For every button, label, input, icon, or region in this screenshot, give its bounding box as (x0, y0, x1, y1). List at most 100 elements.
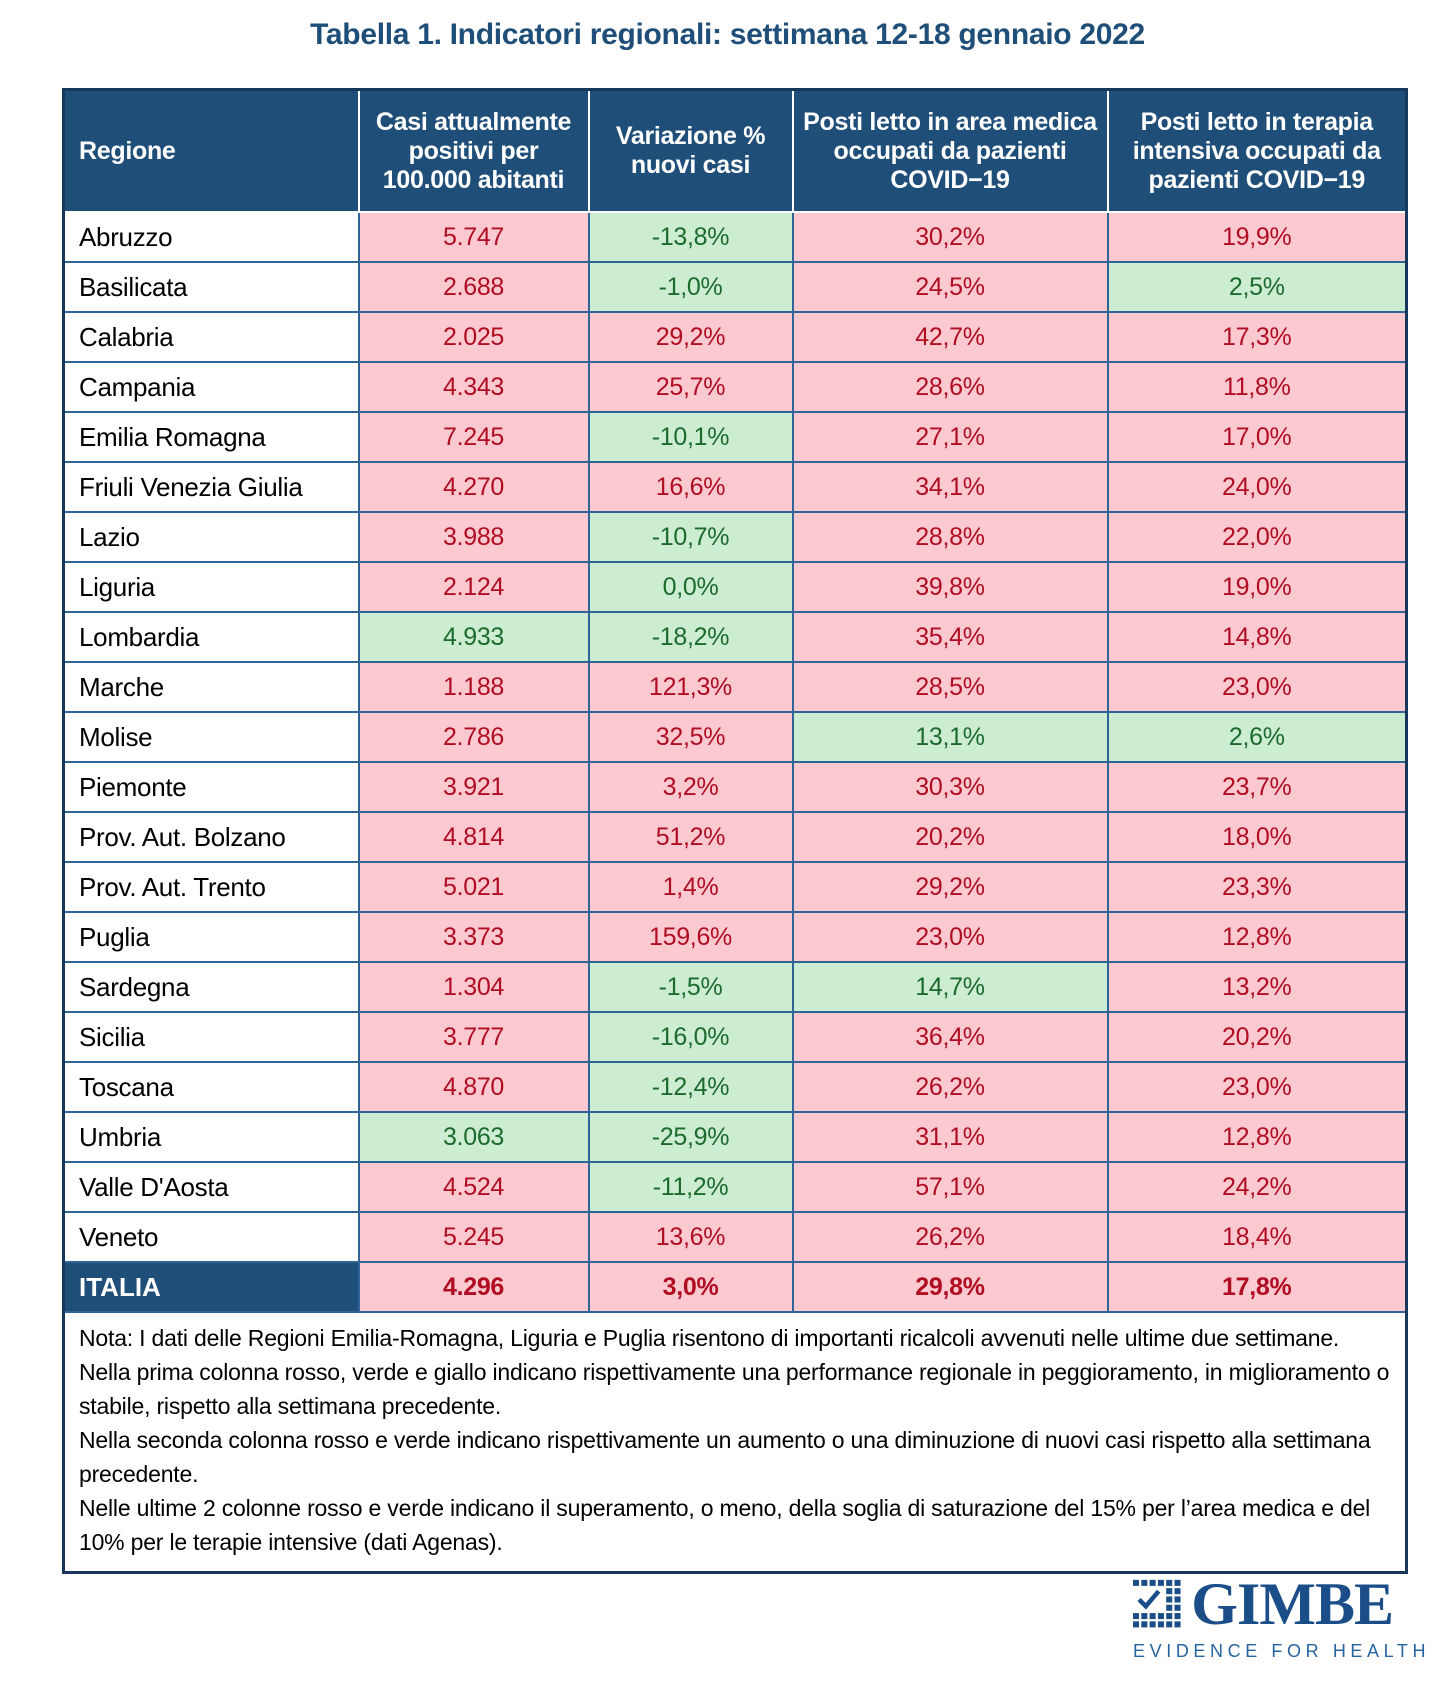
table-row: Campania 4.343 25,7% 28,6% 11,8% (62, 361, 1408, 413)
total-label-cell: ITALIA (62, 1261, 360, 1313)
table-row: Piemonte 3.921 3,2% 30,3% 23,7% (62, 761, 1408, 813)
value-cell: -1,5% (587, 961, 794, 1013)
total-value-cell: 4.296 (357, 1261, 590, 1313)
value-cell: 24,0% (1106, 461, 1408, 513)
value-cell: 5.021 (357, 861, 590, 913)
table-row: Calabria 2.025 29,2% 42,7% 17,3% (62, 311, 1408, 363)
value-cell: -1,0% (587, 261, 794, 313)
region-name-cell: Abruzzo (62, 211, 360, 263)
page-title: Tabella 1. Indicatori regionali: settima… (310, 18, 1145, 51)
table-notes: Nota: I dati delle Regioni Emilia-Romagn… (62, 1311, 1408, 1574)
value-cell: 2.786 (357, 711, 590, 763)
value-cell: 159,6% (587, 911, 794, 963)
table-row: Umbria 3.063 -25,9% 31,1% 12,8% (62, 1111, 1408, 1163)
indicators-table: Regione Casi attualmente positivi per 10… (62, 88, 1408, 1574)
value-cell: 3.988 (357, 511, 590, 563)
table-row: Puglia 3.373 159,6% 23,0% 12,8% (62, 911, 1408, 963)
value-cell: -10,1% (587, 411, 794, 463)
gimbe-logo: GIMBE EVIDENCE FOR HEALTH (1133, 1572, 1431, 1662)
value-cell: 3.921 (357, 761, 590, 813)
region-name-cell: Molise (62, 711, 360, 763)
region-name-cell: Lazio (62, 511, 360, 563)
region-name-cell: Sardegna (62, 961, 360, 1013)
value-cell: 30,2% (791, 211, 1109, 263)
value-cell: 23,7% (1106, 761, 1408, 813)
value-cell: 51,2% (587, 811, 794, 863)
table-row: Prov. Aut. Trento 5.021 1,4% 29,2% 23,3% (62, 861, 1408, 913)
value-cell: 14,8% (1106, 611, 1408, 663)
value-cell: 4.343 (357, 361, 590, 413)
region-name-cell: Umbria (62, 1111, 360, 1163)
table-row: Sardegna 1.304 -1,5% 14,7% 13,2% (62, 961, 1408, 1013)
value-cell: 5.747 (357, 211, 590, 263)
notes-row: Nota: I dati delle Regioni Emilia-Romagn… (62, 1311, 1408, 1574)
value-cell: 16,6% (587, 461, 794, 513)
value-cell: 2.124 (357, 561, 590, 613)
total-row: ITALIA 4.296 3,0% 29,8% 17,8% (62, 1261, 1408, 1313)
value-cell: 42,7% (791, 311, 1109, 363)
value-cell: 24,5% (791, 261, 1109, 313)
value-cell: 30,3% (791, 761, 1109, 813)
value-cell: 13,2% (1106, 961, 1408, 1013)
gimbe-logo-top: GIMBE (1133, 1572, 1394, 1636)
value-cell: 3,2% (587, 761, 794, 813)
table-row: Toscana 4.870 -12,4% 26,2% 23,0% (62, 1061, 1408, 1113)
value-cell: 28,8% (791, 511, 1109, 563)
value-cell: 7.245 (357, 411, 590, 463)
value-cell: 20,2% (791, 811, 1109, 863)
value-cell: 57,1% (791, 1161, 1109, 1213)
value-cell: 3.777 (357, 1011, 590, 1063)
value-cell: 19,9% (1106, 211, 1408, 263)
value-cell: 29,2% (791, 861, 1109, 913)
region-name-cell: Emilia Romagna (62, 411, 360, 463)
value-cell: 28,6% (791, 361, 1109, 413)
column-header-regione: Regione (63, 89, 360, 213)
table-body: Abruzzo 5.747 -13,8% 30,2% 19,9% Basilicata 2.… (62, 211, 1408, 1263)
value-cell: 1,4% (587, 861, 794, 913)
value-cell: 28,5% (791, 661, 1109, 713)
table-row: Abruzzo 5.747 -13,8% 30,2% 19,9% (62, 211, 1408, 263)
value-cell: 26,2% (791, 1211, 1109, 1263)
table-row: Emilia Romagna 7.245 -10,1% 27,1% 17,0% (62, 411, 1408, 463)
value-cell: 23,0% (791, 911, 1109, 963)
table-row: Prov. Aut. Bolzano 4.814 51,2% 20,2% 18,0% (62, 811, 1408, 863)
region-name-cell: Puglia (62, 911, 360, 963)
table-footer: ITALIA 4.296 3,0% 29,8% 17,8% Nota: I dati … (62, 1261, 1408, 1574)
value-cell: 3.063 (357, 1111, 590, 1163)
region-name-cell: Lombardia (62, 611, 360, 663)
value-cell: -11,2% (587, 1161, 794, 1213)
table-row: Molise 2.786 32,5% 13,1% 2,6% (62, 711, 1408, 763)
value-cell: 14,7% (791, 961, 1109, 1013)
column-header-posti-letto-terapia-intensiva: Posti letto in terapia intensiva occupat… (1106, 89, 1408, 213)
table-row: Sicilia 3.777 -16,0% 36,4% 20,2% (62, 1011, 1408, 1063)
value-cell: -16,0% (587, 1011, 794, 1063)
value-cell: 34,1% (791, 461, 1109, 513)
note-line: Nella seconda colonna rosso e verde indi… (79, 1427, 1371, 1487)
region-name-cell: Friuli Venezia Giulia (62, 461, 360, 513)
value-cell: 23,3% (1106, 861, 1408, 913)
note-line: Nelle ultime 2 colonne rosso e verde ind… (79, 1495, 1371, 1555)
value-cell: -10,7% (587, 511, 794, 563)
value-cell: 26,2% (791, 1061, 1109, 1113)
gimbe-tagline: EVIDENCE FOR HEALTH (1133, 1641, 1431, 1661)
region-name-cell: Toscana (62, 1061, 360, 1113)
table-row: Friuli Venezia Giulia 4.270 16,6% 34,1% 24,0… (62, 461, 1408, 513)
value-cell: 17,3% (1106, 311, 1408, 363)
value-cell: -12,4% (587, 1061, 794, 1113)
value-cell: 25,7% (587, 361, 794, 413)
value-cell: -13,8% (587, 211, 794, 263)
region-name-cell: Calabria (62, 311, 360, 363)
total-value-cell: 17,8% (1106, 1261, 1408, 1313)
value-cell: 35,4% (791, 611, 1109, 663)
value-cell: 29,2% (587, 311, 794, 363)
value-cell: 4.933 (357, 611, 590, 663)
region-name-cell: Piemonte (62, 761, 360, 813)
value-cell: 23,0% (1106, 1061, 1408, 1113)
value-cell: 3.373 (357, 911, 590, 963)
header-row: Regione Casi attualmente positivi per 10… (63, 89, 1408, 213)
region-name-cell: Sicilia (62, 1011, 360, 1063)
value-cell: 1.188 (357, 661, 590, 713)
column-header-variazione-nuovi-casi: Variazione % nuovi casi (587, 89, 794, 213)
value-cell: 0,0% (587, 561, 794, 613)
